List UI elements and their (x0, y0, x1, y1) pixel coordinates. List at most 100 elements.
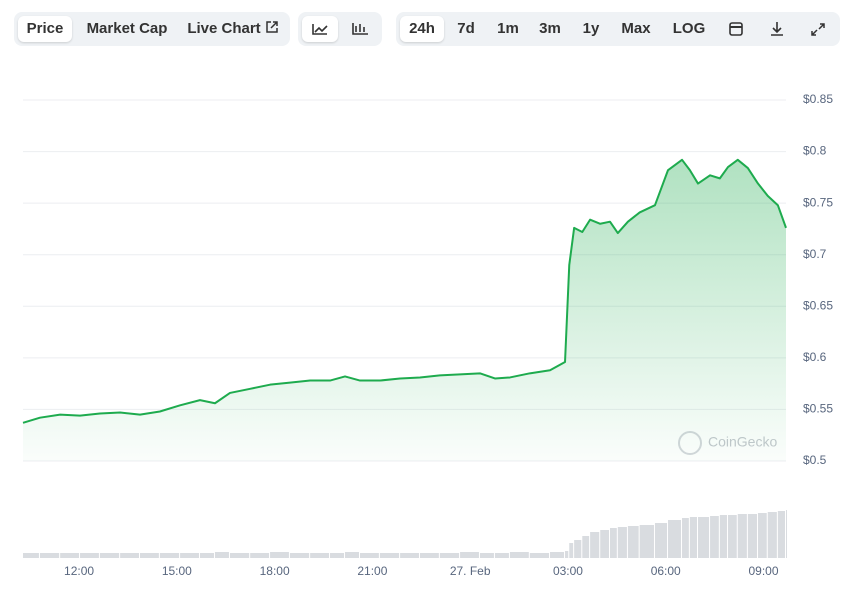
volume-bar (689, 517, 697, 558)
volume-bar (23, 553, 39, 558)
toolbar-button[interactable]: 1m (488, 16, 528, 42)
volume-bar (60, 553, 80, 558)
volume-bar (574, 540, 582, 558)
volume-bar (710, 516, 719, 558)
volume-bar (400, 553, 419, 558)
volume-bar (590, 532, 600, 558)
line-chart-button[interactable] (302, 16, 338, 42)
volume-bar (39, 553, 60, 558)
volume-bar (180, 553, 199, 558)
volume-bar (120, 553, 140, 558)
price-area (23, 159, 786, 461)
volume-bar (345, 552, 360, 558)
volume-bar (747, 514, 757, 558)
volume-bar (697, 517, 710, 558)
button-label: Live Chart (187, 20, 261, 37)
fullscreen-button[interactable] (804, 16, 832, 42)
volume-bar (565, 551, 569, 558)
y-tick-label: $0.55 (803, 402, 833, 416)
toolbar-button[interactable]: 3m (530, 16, 570, 42)
volume-bar (270, 552, 289, 558)
x-tick-label: 18:00 (260, 564, 290, 578)
y-tick-label: $0.75 (803, 195, 833, 209)
download-button[interactable] (763, 16, 791, 42)
volume-bar (719, 515, 727, 558)
volume-bar (494, 553, 509, 558)
x-tick-label: 12:00 (64, 564, 94, 578)
volume-bar (214, 552, 229, 558)
icon (729, 22, 743, 36)
volume-bar (786, 510, 787, 558)
button-label: Price (26, 20, 64, 37)
volume-bar (330, 553, 345, 558)
volume-bar (419, 553, 439, 558)
volume-bar (159, 553, 180, 558)
x-tick-label: 21:00 (357, 564, 387, 578)
volume-bar (569, 543, 574, 558)
volume-bar (479, 553, 494, 558)
volume-bar (627, 526, 639, 558)
x-tick-label: 15:00 (162, 564, 192, 578)
volume-bar (289, 553, 310, 558)
volume-bar (199, 553, 214, 558)
range-group (396, 12, 840, 46)
button-label: 7d (457, 20, 475, 37)
icon (352, 23, 368, 35)
volume-bar (639, 525, 654, 558)
icon (771, 22, 783, 36)
button-label: 24h (409, 20, 435, 37)
volume-bar (609, 528, 617, 558)
volume-bar (777, 511, 785, 558)
volume-bar (682, 518, 689, 558)
button-label: 1m (497, 20, 519, 37)
y-tick-label: $0.85 (803, 92, 833, 106)
volume-bar (737, 514, 747, 558)
toolbar-button[interactable]: Live Chart (180, 16, 286, 42)
button-label: Market Cap (86, 20, 168, 37)
y-tick-label: $0.8 (803, 144, 827, 158)
volume-bar (99, 553, 120, 558)
volume-bar (600, 530, 609, 558)
button-label: 1y (582, 20, 600, 37)
volume-bar (767, 512, 777, 558)
toolbar-button[interactable]: Market Cap (76, 16, 178, 42)
volume-bar (509, 552, 529, 558)
toolbar-button[interactable]: 7d (448, 16, 484, 42)
external-icon (265, 21, 278, 33)
volume-bar (654, 523, 668, 558)
candle-chart-button[interactable] (342, 16, 378, 42)
icon (811, 23, 825, 36)
x-tick-label: 03:00 (553, 564, 583, 578)
volume-bar (229, 553, 250, 558)
volume-bar (460, 552, 479, 558)
button-label: LOG (672, 20, 706, 37)
volume-bar (727, 515, 737, 558)
volume-bar (360, 553, 379, 558)
y-tick-label: $0.7 (803, 247, 827, 261)
toolbar-button[interactable]: 24h (400, 16, 444, 42)
volume-bar (757, 513, 767, 558)
button-label: Max (621, 20, 651, 37)
y-tick-label: $0.5 (803, 453, 827, 467)
toolbar-button[interactable]: Price (18, 16, 72, 42)
x-tick-label: 06:00 (651, 564, 681, 578)
price-line (22, 158, 787, 424)
y-tick-label: $0.6 (803, 350, 827, 364)
y-tick-label: $0.65 (803, 298, 833, 312)
x-tick-label: 09:00 (748, 564, 778, 578)
volume-bar (550, 552, 565, 558)
toolbar-button[interactable]: 1y (572, 16, 610, 42)
calendar-button[interactable] (722, 16, 750, 42)
volume-bar (250, 553, 270, 558)
volume-bar (140, 553, 159, 558)
toolbar-button[interactable]: LOG (664, 16, 714, 42)
icon (312, 24, 328, 35)
toolbar-button[interactable]: Max (614, 16, 658, 42)
volume-bar (80, 553, 99, 558)
chart: $0.5 $0.55 $0.6 $0.65 $0.7 $0.75 $0.8 $0.85 12:0… (22, 92, 833, 578)
volume-bar (582, 536, 590, 558)
volume-bar (617, 527, 627, 558)
x-tick-label: 27. Feb (450, 564, 491, 578)
volume-bar (668, 520, 682, 558)
